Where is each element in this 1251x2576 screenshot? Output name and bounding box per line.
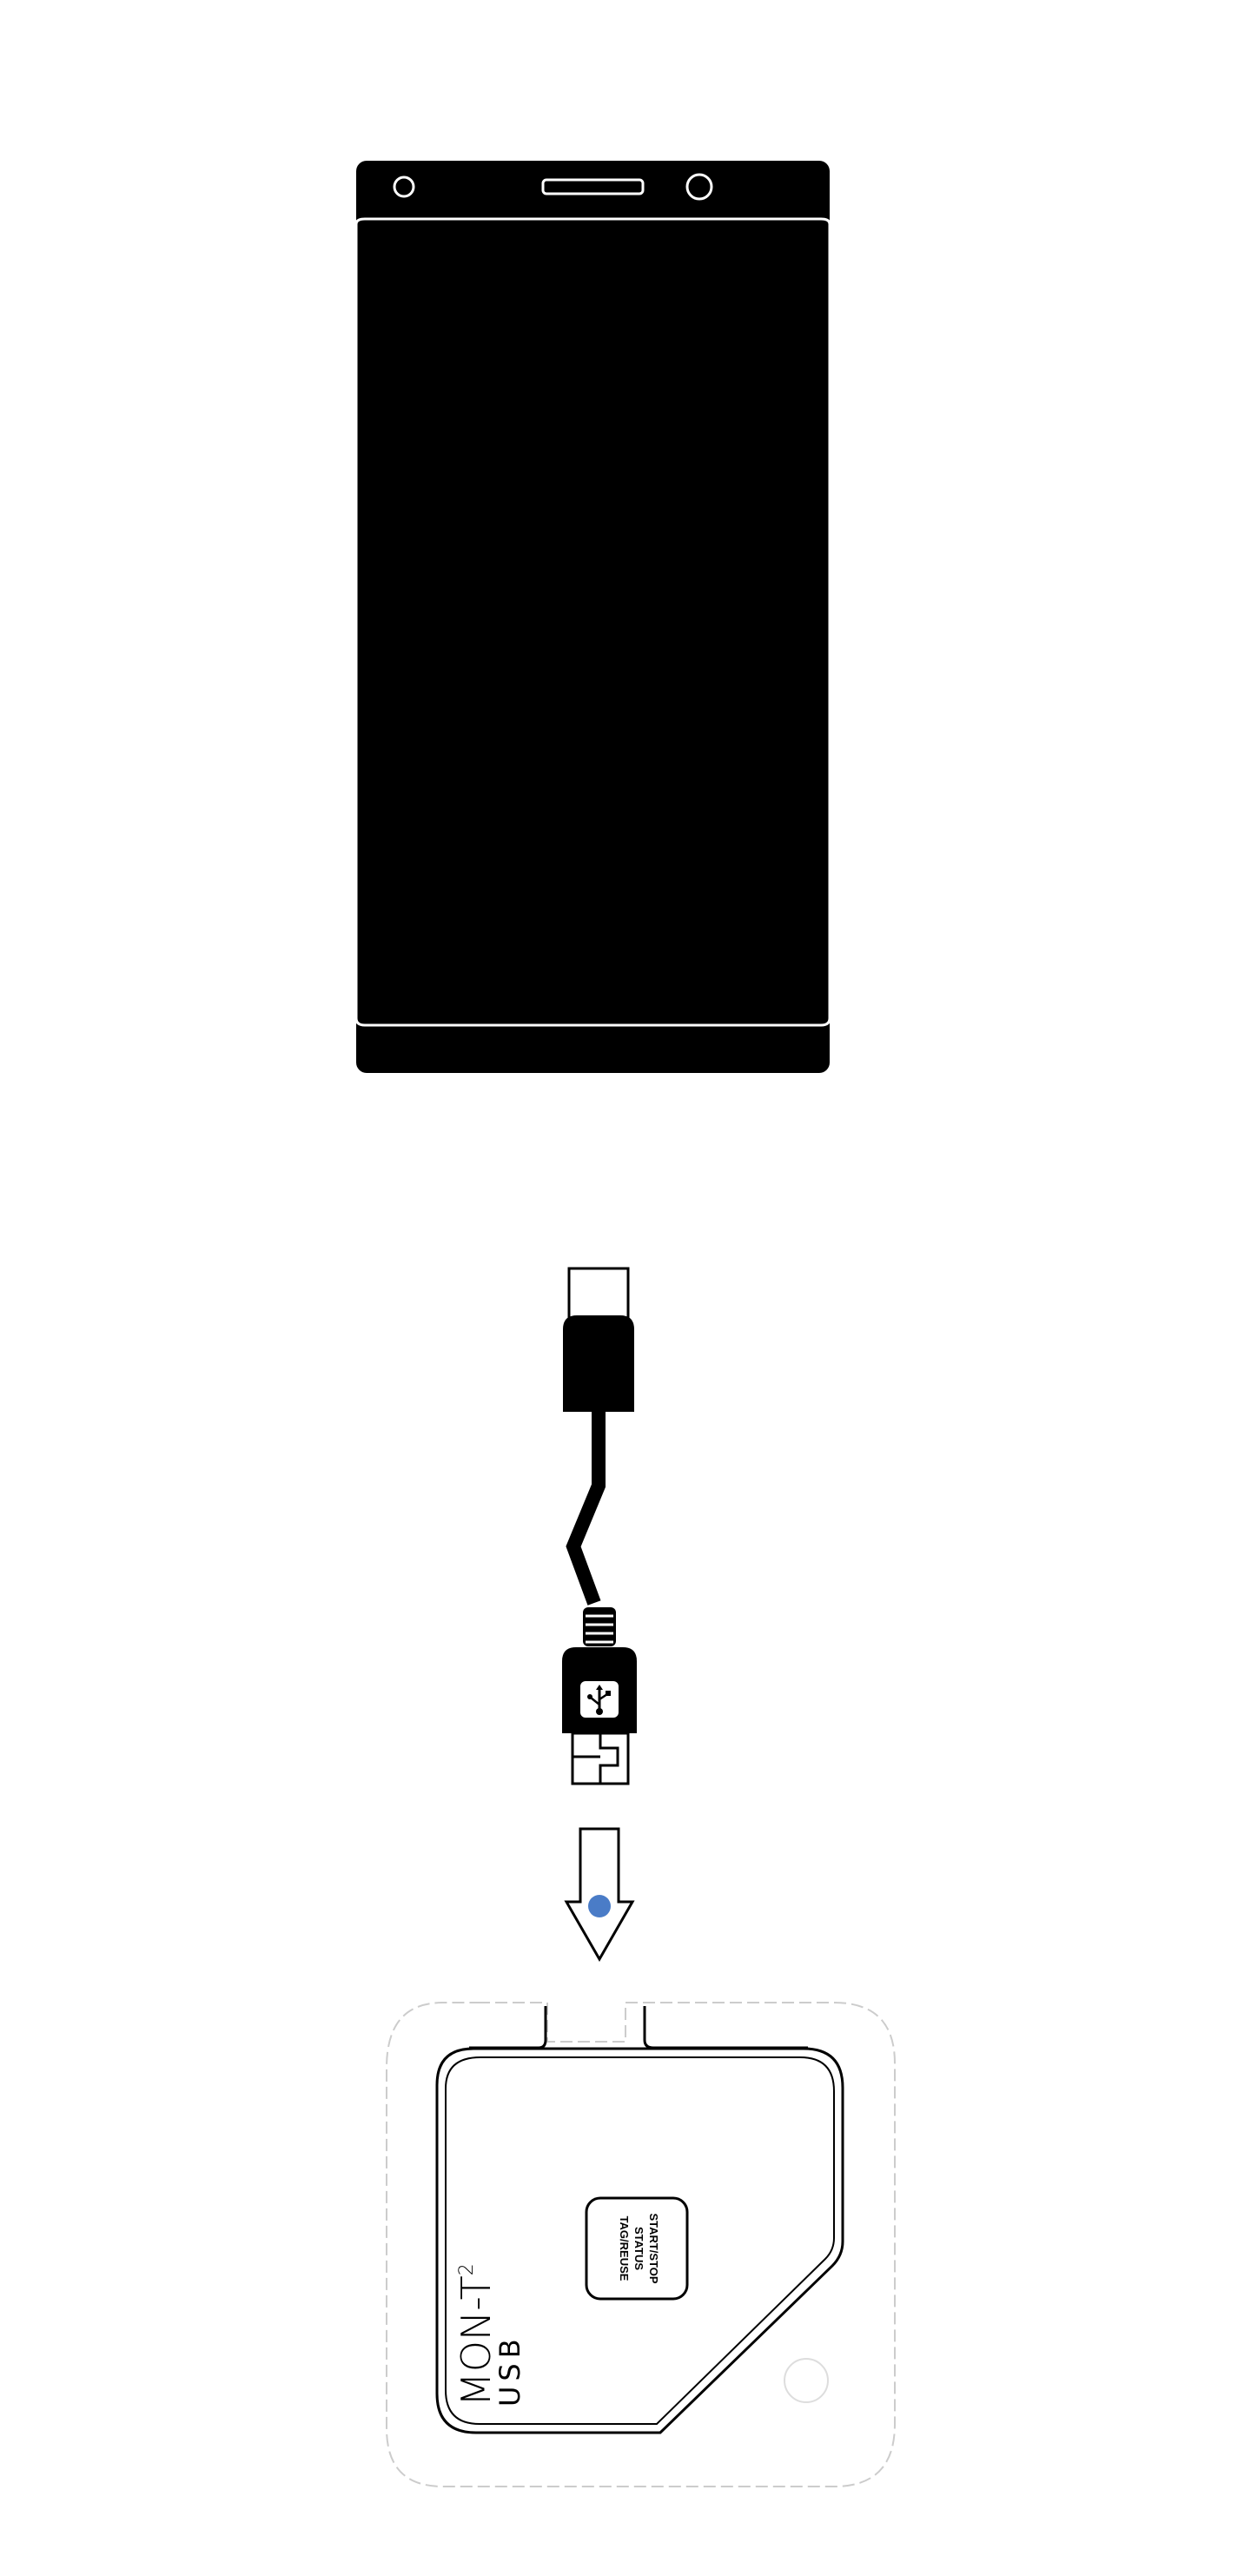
smartphone xyxy=(354,161,831,1073)
micro-usb-tip xyxy=(571,1732,630,1785)
brand-usb: USB xyxy=(493,2334,526,2407)
device-inner-body xyxy=(435,2047,844,2434)
arrow-down-icon xyxy=(564,1827,635,1963)
strain-relief xyxy=(583,1607,616,1646)
start-stop-button[interactable] xyxy=(585,2196,689,2301)
connection-point-dot xyxy=(588,1895,611,1917)
usb-c-housing xyxy=(563,1315,634,1412)
cable-cord xyxy=(566,1409,606,1606)
phone-screen-outline xyxy=(354,217,831,1027)
phone-sensor xyxy=(685,173,713,201)
usb-cable xyxy=(562,1267,637,1785)
phone-speaker-grille xyxy=(541,178,645,195)
brand-name: MON-T2 xyxy=(453,2263,500,2407)
button-label-group: START/STOP STATUS TAG/REUSE xyxy=(618,2213,660,2283)
usb-symbol-icon xyxy=(580,1681,619,1718)
device-mount-hole xyxy=(784,2358,829,2403)
button-label-line-2: STATUS xyxy=(632,2227,645,2270)
usb-c-tip xyxy=(567,1267,630,1321)
device-brand: MON-T2 USB xyxy=(453,2263,526,2407)
phone-body xyxy=(356,161,830,1073)
brand-superscript: 2 xyxy=(456,2263,478,2275)
button-label-line-1: START/STOP xyxy=(647,2213,660,2283)
button-label-line-3: TAG/REUSE xyxy=(618,2216,631,2281)
mon-t-usb-device: START/STOP STATUS TAG/REUSE MON-T2 USB xyxy=(386,2002,896,2487)
phone-front-camera xyxy=(393,175,415,198)
